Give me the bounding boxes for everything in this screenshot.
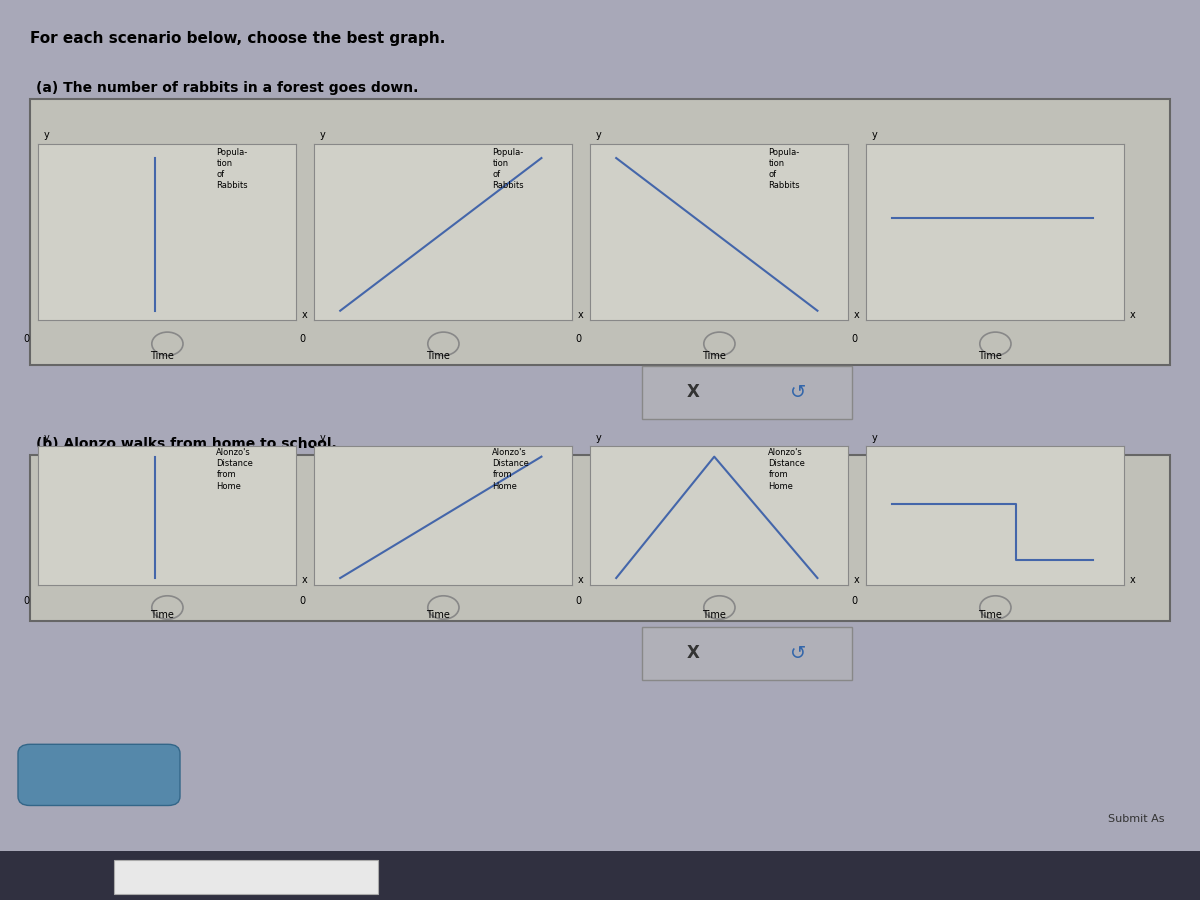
Text: 0: 0 — [851, 334, 857, 344]
Bar — [114, 860, 378, 894]
Text: (a) The number of rabbits in a forest goes down.: (a) The number of rabbits in a forest go… — [36, 81, 419, 95]
Text: (b) Alonzo walks from home to school.: (b) Alonzo walks from home to school. — [36, 436, 337, 451]
Text: ⊞: ⊞ — [12, 867, 29, 886]
Text: 0: 0 — [851, 596, 857, 607]
Text: y: y — [319, 130, 325, 140]
Bar — [30, 99, 1170, 365]
Text: x: x — [853, 575, 859, 585]
Text: x: x — [301, 310, 307, 320]
Text: Continue: Continue — [67, 769, 131, 781]
Bar — [30, 454, 1170, 621]
Text: x: x — [853, 310, 859, 320]
Text: 0: 0 — [23, 334, 29, 344]
Bar — [642, 366, 852, 418]
Text: ↺: ↺ — [790, 382, 806, 402]
Text: x: x — [577, 575, 583, 585]
Text: Alonzo's
Distance
from
Home: Alonzo's Distance from Home — [216, 448, 253, 490]
Text: 0: 0 — [575, 596, 581, 607]
Text: y: y — [871, 130, 877, 140]
Text: Terms of Use | Privacy  Privacy Center: Terms of Use | Privacy Privacy Center — [816, 869, 1001, 880]
Bar — [0, 850, 1200, 900]
Bar — [642, 627, 852, 680]
Text: Time: Time — [702, 351, 726, 361]
Text: Alonzo's
Distance
from
Home: Alonzo's Distance from Home — [492, 448, 529, 490]
Text: Alonzo's
Distance
from
Home: Alonzo's Distance from Home — [768, 448, 805, 490]
Text: y: y — [871, 433, 877, 443]
Text: y: y — [43, 433, 49, 443]
Text: y: y — [595, 433, 601, 443]
Text: 0: 0 — [23, 596, 29, 607]
Text: Time: Time — [978, 351, 1002, 361]
Text: For each scenario below, choose the best graph.: For each scenario below, choose the best… — [30, 32, 445, 47]
Text: Time: Time — [150, 610, 174, 620]
Text: 0: 0 — [299, 334, 305, 344]
Text: X: X — [688, 644, 700, 662]
Text: 0: 0 — [299, 596, 305, 607]
Text: y: y — [595, 130, 601, 140]
Text: ⷠ Search: ⷠ Search — [180, 871, 229, 882]
Text: y: y — [319, 433, 325, 443]
Text: Time: Time — [978, 610, 1002, 620]
FancyBboxPatch shape — [18, 744, 180, 806]
Text: x: x — [301, 575, 307, 585]
Text: Time: Time — [702, 610, 726, 620]
Text: Time: Time — [426, 610, 450, 620]
Text: Submit As: Submit As — [1108, 814, 1164, 824]
Text: Time: Time — [150, 351, 174, 361]
Text: 0: 0 — [575, 334, 581, 344]
Text: Time: Time — [426, 351, 450, 361]
Text: X: X — [688, 383, 700, 401]
Text: Popula-
tion
of
Rabbits: Popula- tion of Rabbits — [768, 148, 800, 190]
Text: x: x — [1129, 310, 1135, 320]
Text: Popula-
tion
of
Rabbits: Popula- tion of Rabbits — [492, 148, 524, 190]
Text: ↺: ↺ — [790, 644, 806, 663]
Text: x: x — [577, 310, 583, 320]
Text: y: y — [43, 130, 49, 140]
Text: x: x — [1129, 575, 1135, 585]
Text: Popula-
tion
of
Rabbits: Popula- tion of Rabbits — [216, 148, 248, 190]
Text: ©2022 McGraw Hill LLC. All Rights Reserved.: ©2022 McGraw Hill LLC. All Rights Reserv… — [346, 869, 566, 880]
